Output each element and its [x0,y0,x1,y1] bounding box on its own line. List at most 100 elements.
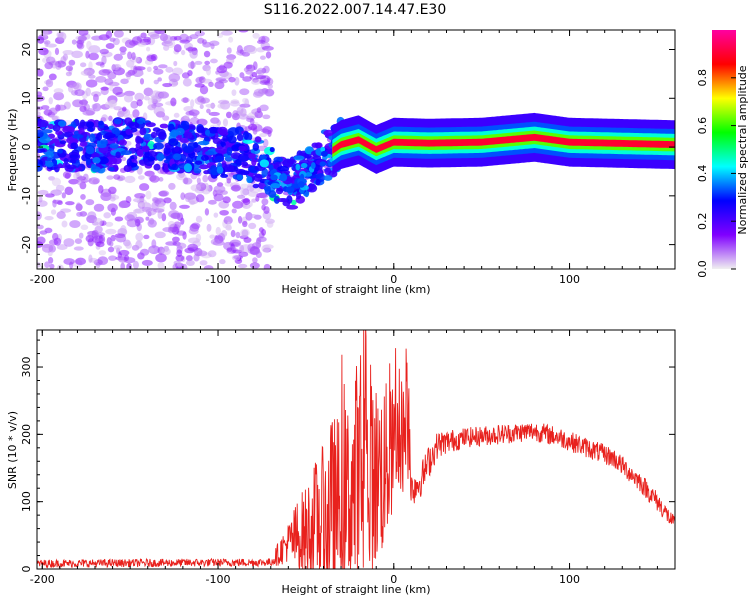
signal-blob [57,163,63,169]
signal-blob [111,127,120,135]
noise-blob [132,109,140,118]
signal-blob [320,146,326,152]
noise-blob [257,88,270,95]
y-tick-label: -10 [20,187,33,205]
noise-blob [133,260,139,269]
spectrogram-x-ticks: -200 -100 0 100 [30,30,676,286]
signal-blob [323,175,333,181]
signal-blob [97,156,109,165]
signal-blob [109,143,119,149]
signal-blob [323,129,334,137]
noise-blob [69,220,81,228]
noise-blob [123,257,136,264]
noise-blob [169,201,177,211]
snr-x-ticks: -200 -100 0 100 [30,330,676,586]
noise-blob [205,103,216,108]
noise-blob [226,47,232,54]
noise-blob [153,68,164,75]
noise-blob [124,214,135,222]
noise-blob [176,173,187,181]
noise-blob [139,78,145,85]
signal-blob [153,142,165,150]
signal-blob [295,163,301,171]
spectrogram-image [37,30,675,269]
signal-blob [66,164,77,170]
noise-blob [222,196,231,204]
noise-blob [80,62,87,68]
signal-blob [212,137,222,145]
noise-blob [218,64,225,71]
noise-blob [135,71,144,76]
noise-blob [165,66,174,73]
signal-blob [217,126,228,136]
noise-blob [85,234,94,243]
signal-blob [315,178,321,186]
noise-blob [238,30,249,33]
noise-blob [155,253,167,263]
signal-blob [70,142,79,150]
noise-blob [158,64,168,69]
noise-blob [53,237,62,246]
noise-blob [259,104,269,112]
noise-blob [183,114,190,120]
noise-blob [113,106,123,111]
ridge-band [332,133,675,155]
signal-blob [193,141,199,148]
signal-blob [215,146,227,154]
noise-blob [52,199,63,204]
noise-blob [37,111,41,117]
x-tick-label: -200 [30,273,55,286]
noise-blob [158,177,164,182]
noise-blob [226,221,232,230]
x-tick-label: -200 [30,573,55,586]
noise-blob [216,119,221,126]
signal-blob [285,186,295,194]
noise-blob [148,247,155,253]
noise-blob [78,30,89,36]
signal-blob [136,136,143,144]
colorbar-tick-label: 0.6 [696,117,709,135]
noise-blob [107,203,118,213]
noise-blob [195,194,205,203]
noise-blob [252,32,260,39]
noise-blob [241,229,249,237]
signal-blob [311,162,316,170]
snr-x-label: Height of straight line (km) [281,583,430,596]
noise-blob [195,233,202,242]
y-tick-label: 0 [20,566,33,573]
noise-blob [255,250,262,258]
noise-blob [146,54,157,62]
signal-blob [290,199,297,206]
snr-series-line [37,330,675,569]
noise-blob [236,194,246,199]
noise-blob [249,262,260,269]
noise-blob [145,190,152,200]
noise-blob [255,239,262,248]
noise-blob [55,184,65,192]
noise-blob [109,37,116,42]
noise-blob [71,50,83,59]
noise-blob [56,211,66,220]
noise-blob [239,88,250,96]
noise-blob [45,56,56,64]
signal-blob [98,120,104,126]
signal-blob [89,133,96,143]
colorbar-tick-label: 0.2 [696,212,709,230]
x-tick-label: -100 [206,573,231,586]
noise-blob [93,203,105,212]
signal-blob [263,185,271,192]
noise-blob [37,262,42,268]
y-tick-label: 20 [20,43,33,57]
snr-y-label: SNR (10 * v/v) [6,411,19,489]
noise-blob [150,90,162,100]
signal-blob [253,173,263,182]
noise-blob [75,257,87,266]
noise-blob [113,174,121,180]
signal-blob [136,148,144,157]
noise-blob [138,202,147,207]
signal-blob [59,140,67,145]
noise-blob [231,208,237,214]
noise-blob [218,79,228,84]
noise-blob [161,247,171,256]
noise-blob [182,78,192,87]
